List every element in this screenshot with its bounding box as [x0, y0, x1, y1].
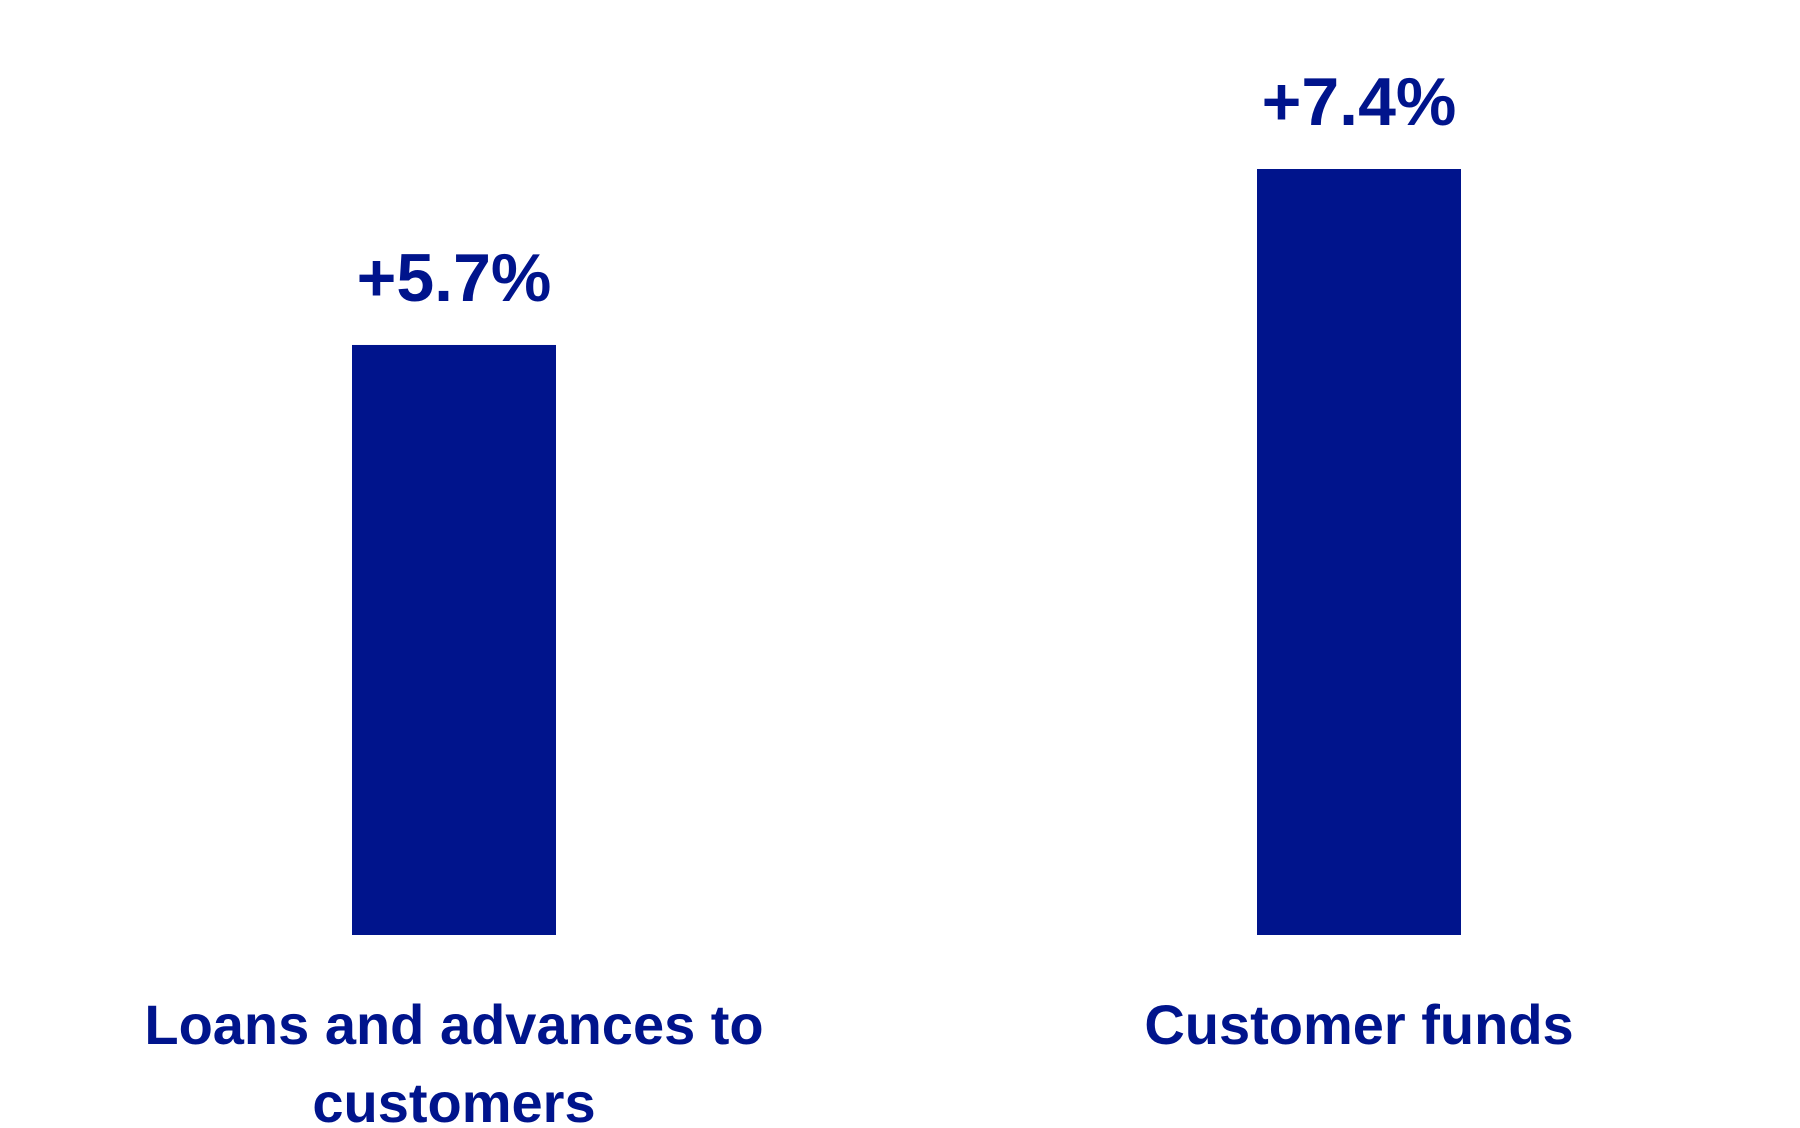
category-label-2-line-1: Customer funds [1144, 993, 1573, 1056]
value-labels-group: +5.7% +7.4% [357, 64, 1457, 316]
category-label-1-line-2: customers [312, 1071, 595, 1128]
category-label-1: Loans and advances to customers [144, 993, 763, 1128]
value-label-2: +7.4% [1262, 64, 1457, 140]
category-label-1-line-1: Loans and advances to [144, 993, 763, 1056]
category-labels-group: Loans and advances to customers Customer f… [144, 993, 1573, 1128]
category-label-2: Customer funds [1144, 993, 1573, 1056]
bars-group [352, 169, 1461, 935]
value-label-1: +5.7% [357, 240, 552, 316]
bar-1 [352, 344, 556, 935]
bar-2 [1257, 169, 1461, 935]
